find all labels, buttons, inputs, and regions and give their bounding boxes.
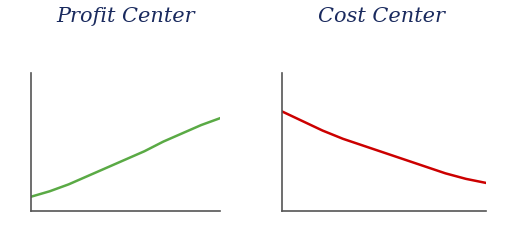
Text: Cost Center: Cost Center [318,7,445,26]
Text: Profit Center: Profit Center [56,7,195,26]
